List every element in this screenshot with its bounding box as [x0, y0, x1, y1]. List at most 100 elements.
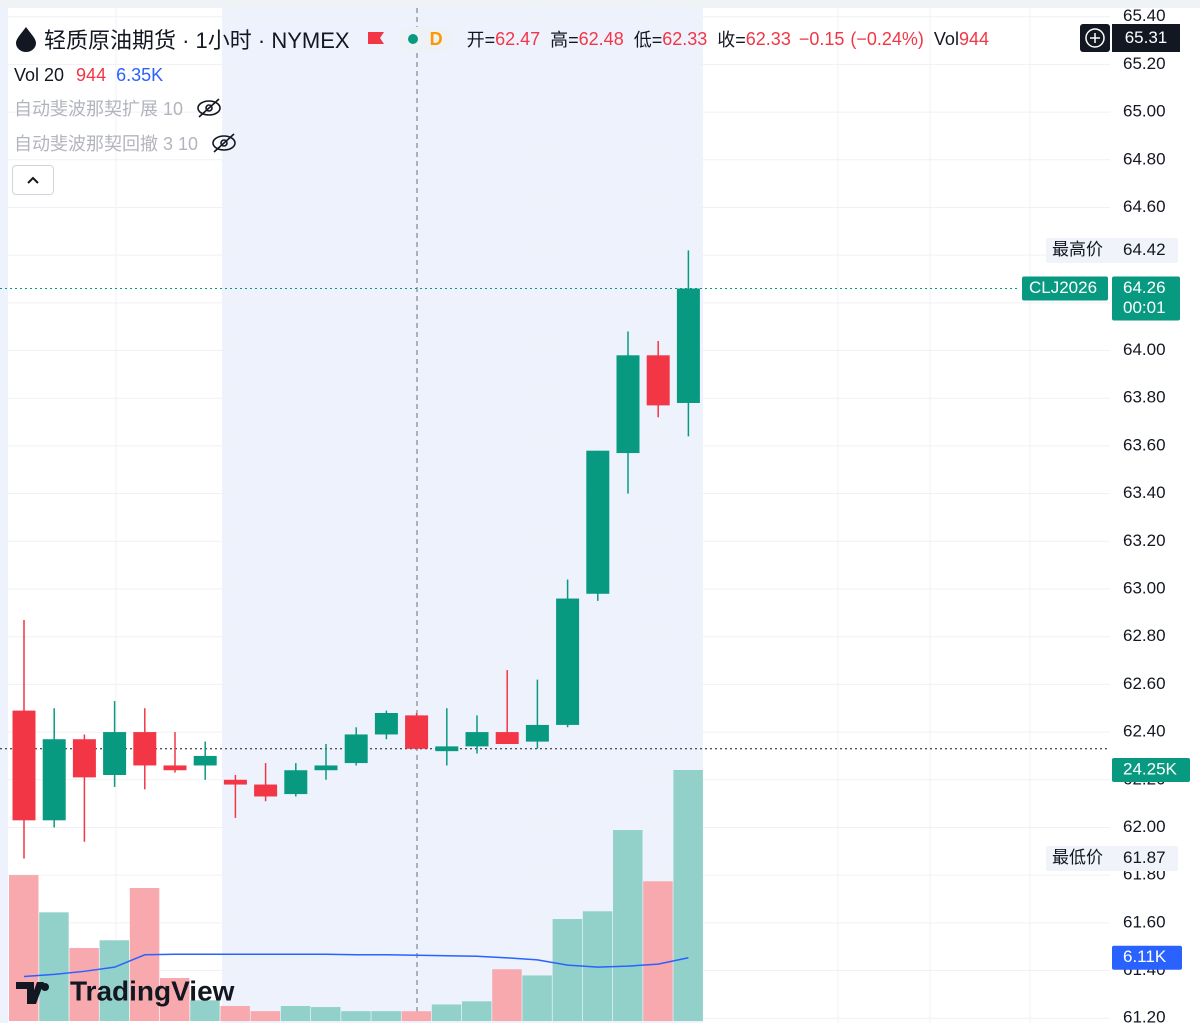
candle-body	[344, 734, 368, 764]
change-pct: (−0.24%)	[850, 28, 924, 49]
y-tick-label: 61.60	[1123, 912, 1166, 931]
y-tick-label: 64.80	[1123, 149, 1166, 168]
high-price-label-box	[1046, 237, 1178, 263]
candle-body	[374, 713, 398, 735]
status-pill[interactable]: D	[397, 26, 453, 52]
volume-bar	[522, 975, 552, 1021]
watermark-logo	[41, 983, 49, 991]
low-price-label: 最低价	[1052, 848, 1103, 867]
candle-body	[556, 598, 580, 725]
y-tick-label: 63.20	[1123, 531, 1166, 550]
candle-body	[616, 355, 640, 454]
plus-icon	[1085, 28, 1105, 48]
volume-bar	[280, 1005, 311, 1021]
vol-label: Vol	[933, 28, 959, 49]
hidden-eye-icon[interactable]	[195, 97, 223, 119]
plot	[0, 250, 1110, 1021]
flag-icon[interactable]	[366, 29, 388, 49]
low-price-label-box	[1046, 845, 1178, 871]
y-tick-label: 61.20	[1123, 1008, 1166, 1023]
volume-bar	[160, 978, 190, 1021]
volume-ma-line	[23, 953, 689, 978]
candle-body	[103, 732, 127, 775]
volume-bar	[220, 1005, 250, 1021]
candle-body	[405, 715, 429, 749]
volume-bar	[492, 969, 522, 1021]
watermark-text: TradingView	[70, 975, 235, 1006]
indicator-name[interactable]: 自动斐波那契扩展 10	[14, 99, 184, 119]
badge: D	[429, 28, 443, 49]
volume-value: 944	[76, 64, 107, 85]
volume-bar	[613, 830, 643, 1021]
low-price-label: 61.87	[1123, 848, 1166, 867]
volume-bar	[462, 1001, 492, 1021]
candle-body	[72, 739, 96, 778]
open-value: 62.47	[495, 28, 541, 49]
close-value: 62.33	[745, 28, 791, 49]
symbol-label-box	[1022, 276, 1108, 301]
collapse-button[interactable]	[12, 165, 54, 195]
watermark: TradingView	[16, 975, 235, 1006]
symbol-title[interactable]: 轻质原油期货 · 1小时 · NYMEX	[44, 28, 350, 53]
market-open-dot	[407, 34, 418, 44]
volume-title[interactable]: Vol 20	[14, 64, 65, 85]
high-value: 62.48	[578, 28, 624, 49]
candle-body	[163, 765, 187, 771]
symbol-legend: 轻质原油期货 · 1小时 · NYMEX D 开= 62.47 高= 62.48 低…	[14, 24, 989, 54]
candle-body	[223, 779, 247, 785]
candle-body	[254, 784, 278, 797]
volume-bar	[190, 1000, 220, 1021]
hidden-eye-icon[interactable]	[210, 132, 238, 154]
ma-last-label: 6.11K	[1123, 947, 1167, 966]
indicator-legend: 自动斐波那契扩展 10	[14, 95, 223, 121]
volume-bar	[552, 919, 583, 1021]
close-label: 收=	[717, 30, 746, 50]
volume-legend: Vol 20 944 6.35K	[14, 62, 163, 88]
y-tick-label: 64.00	[1123, 340, 1166, 359]
volume-bar	[341, 1011, 371, 1021]
y-tick-label: 65.20	[1123, 54, 1166, 73]
volume-bar	[673, 770, 703, 1021]
volume-bar	[99, 940, 130, 1021]
volume-bar	[39, 912, 69, 1021]
volume-bar	[250, 1011, 281, 1021]
candle-body	[284, 770, 308, 795]
y-tick-label: 62.00	[1123, 817, 1166, 836]
ma-last-label-box	[1112, 945, 1182, 970]
low-value: 62.33	[662, 28, 708, 49]
symbol-label: CLJ2026	[1029, 278, 1097, 297]
change: −0.15	[798, 28, 845, 49]
add-button[interactable]	[1080, 24, 1110, 52]
candle-body	[676, 288, 700, 403]
candle-body	[525, 724, 549, 742]
candle-body	[42, 739, 66, 821]
candle-body	[193, 755, 217, 766]
y-tick-label: 63.00	[1123, 578, 1166, 597]
high-price-label: 64.42	[1123, 240, 1166, 259]
volume-bar	[69, 948, 99, 1021]
indicator-legend: 自动斐波那契回撤 3 10	[14, 130, 238, 156]
candle-body	[465, 732, 489, 747]
countdown: 00:01	[1123, 298, 1166, 317]
candle-body	[435, 746, 459, 752]
cursor-price-label: 65.31	[1112, 24, 1180, 53]
last-price: 64.26	[1123, 278, 1166, 297]
y-tick-label: 63.40	[1123, 483, 1166, 502]
symbol-icon	[16, 27, 36, 52]
y-tick-label: 62.60	[1123, 674, 1166, 693]
candle-body	[495, 732, 519, 744]
top-strip	[0, 0, 1200, 8]
last-price-box	[1112, 276, 1180, 321]
candle-body	[314, 765, 338, 771]
watermark-logo	[16, 982, 44, 1004]
volume-ma: 6.35K	[116, 64, 164, 85]
candle-body	[133, 732, 157, 766]
volume-bar	[643, 881, 673, 1021]
indicator-name[interactable]: 自动斐波那契回撤 3 10	[14, 134, 199, 154]
low-label: 低=	[633, 30, 663, 50]
chevron-up	[27, 176, 39, 184]
candle-body	[646, 355, 670, 406]
y-tick-label: 63.60	[1123, 435, 1166, 454]
